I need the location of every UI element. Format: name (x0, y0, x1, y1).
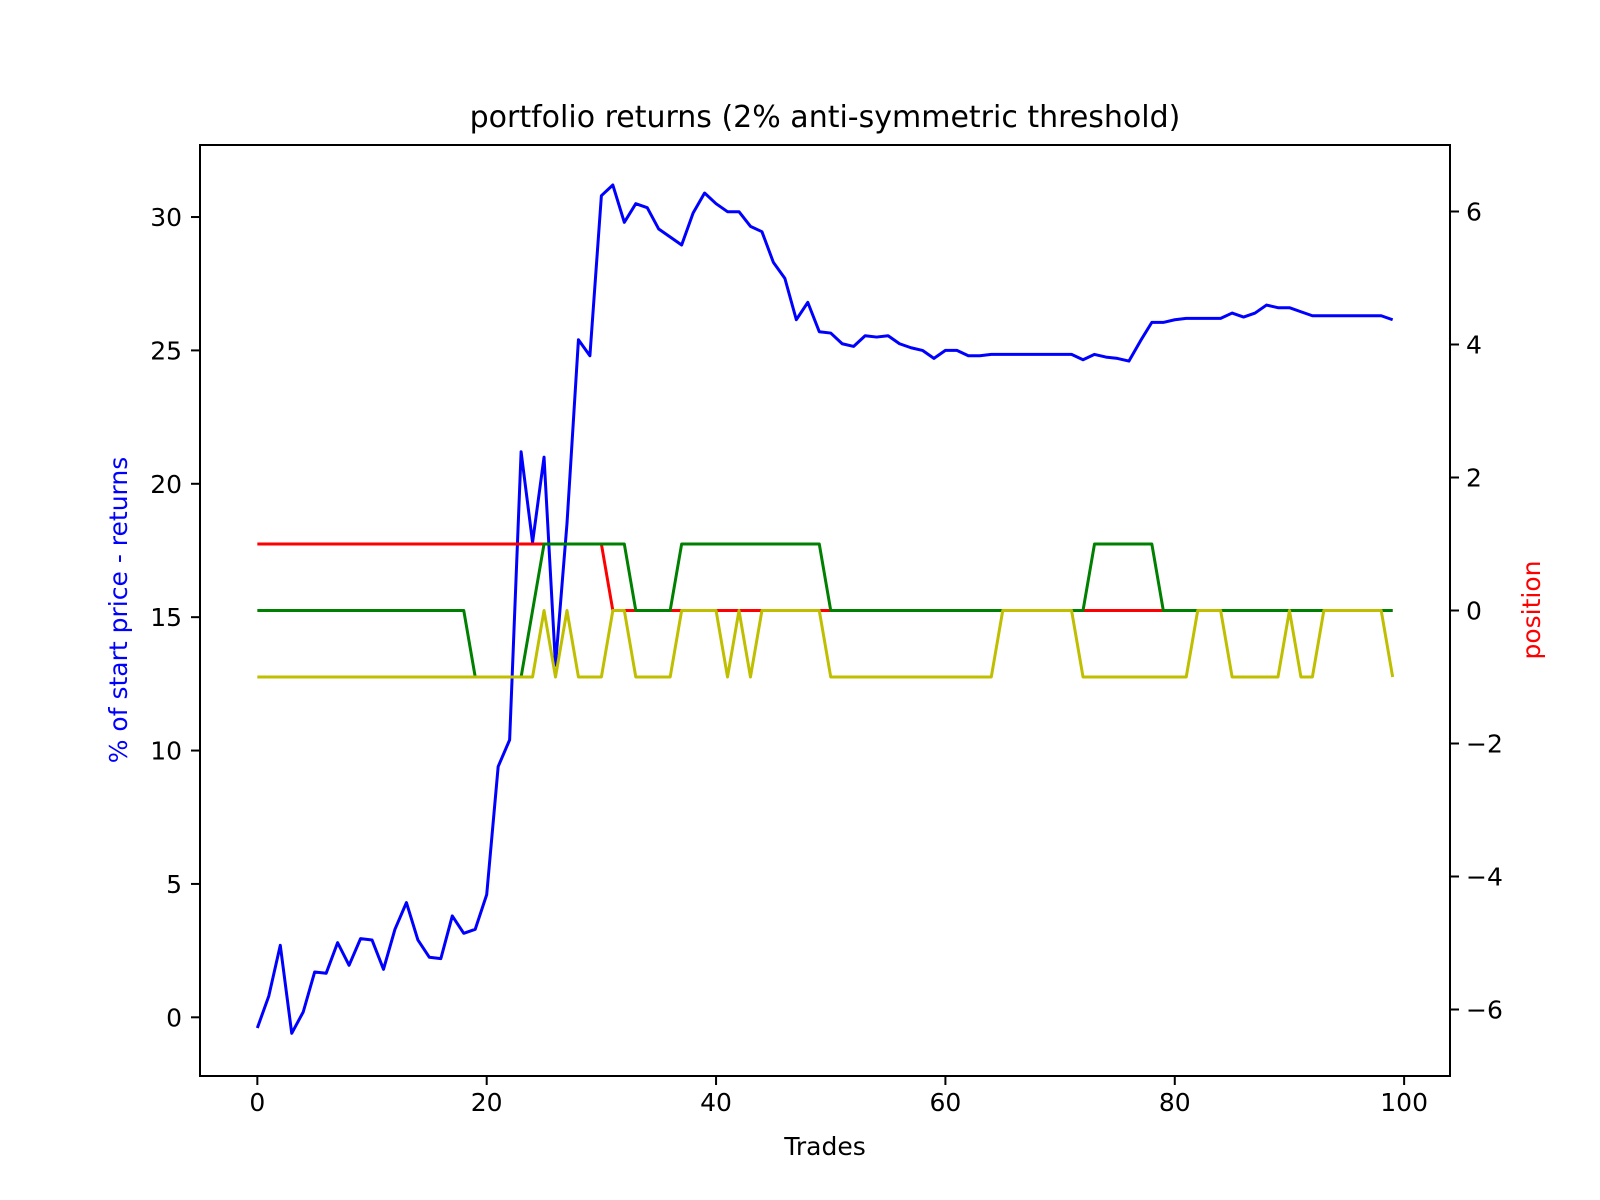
y-left-axis-label: % of start price - returns (104, 457, 133, 764)
chart-title: portfolio returns (2% anti-symmetric thr… (470, 100, 1181, 135)
x-tick-label: 20 (471, 1088, 503, 1117)
y-left-tick-label: 20 (150, 470, 182, 499)
y-right-axis-label: position (1517, 560, 1546, 659)
y-right-tick-label: 4 (1466, 331, 1482, 360)
x-tick-label: 0 (249, 1088, 265, 1117)
y-right-tick-label: 6 (1466, 198, 1482, 227)
y-left-tick-label: 10 (150, 737, 182, 766)
y-right-axis-ticks: −6 −4 −2 0 2 4 6 (1450, 198, 1503, 1025)
y-left-tick-label: 30 (150, 203, 182, 232)
y-right-tick-label: 0 (1466, 597, 1482, 626)
y-right-tick-label: −2 (1466, 730, 1503, 759)
y-left-tick-label: 5 (166, 870, 182, 899)
x-tick-label: 40 (700, 1088, 732, 1117)
y-right-tick-label: −4 (1466, 863, 1503, 892)
x-tick-label: 80 (1159, 1088, 1191, 1117)
y-right-tick-label: −6 (1466, 996, 1503, 1025)
y-right-tick-label: 2 (1466, 464, 1482, 493)
series-line-1 (255, 183, 1394, 1035)
x-axis-ticks: 0 20 40 60 80 100 (249, 1076, 1428, 1117)
y-left-tick-label: 0 (166, 1003, 182, 1032)
x-tick-label: 60 (930, 1088, 962, 1117)
series-layer (255, 183, 1395, 1035)
series-line-4 (257, 609, 1395, 679)
x-axis-label: Trades (783, 1132, 865, 1161)
y-left-axis-ticks: 0 5 10 15 20 25 30 (150, 203, 200, 1032)
x-tick-label: 100 (1380, 1088, 1428, 1117)
y-left-tick-label: 15 (150, 603, 182, 632)
y-left-tick-label: 25 (150, 336, 182, 365)
